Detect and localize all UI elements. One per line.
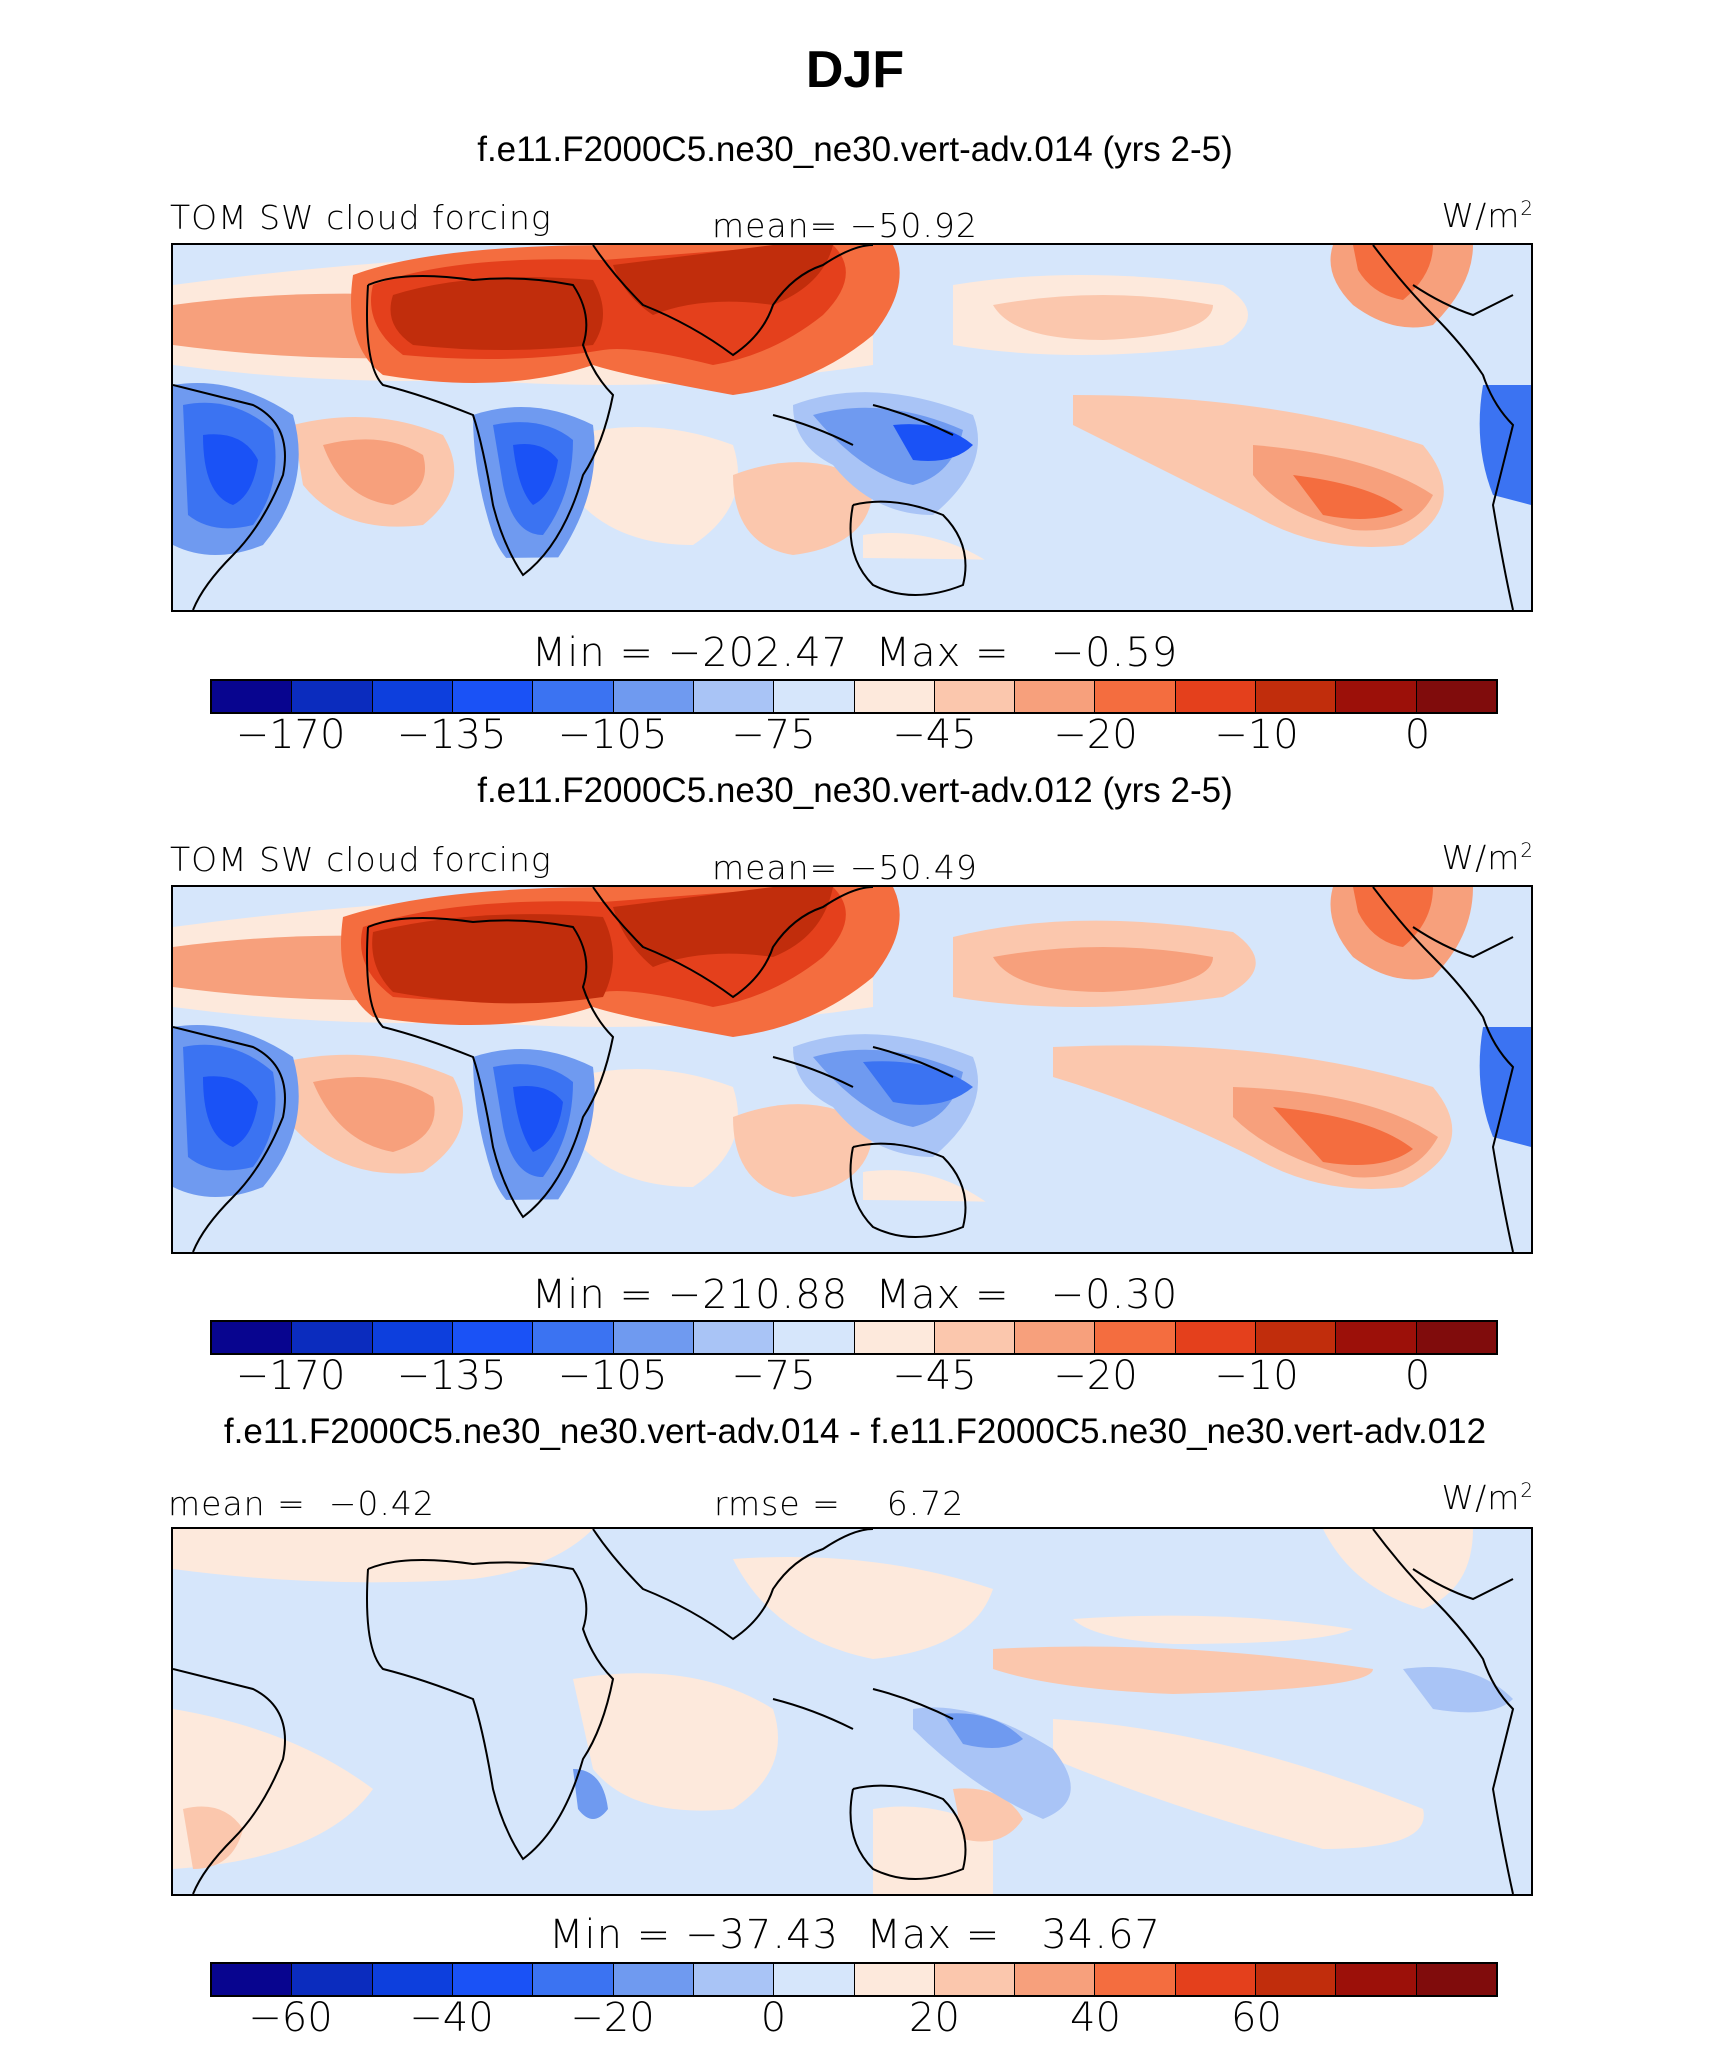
colorbar-swatch (1015, 1322, 1096, 1353)
colorbar-swatch (1175, 1322, 1257, 1353)
colorbar-swatch (372, 1322, 453, 1353)
colorbar-swatch (1336, 1322, 1417, 1353)
colorbar-swatch (854, 1322, 935, 1353)
colorbar-tick-label: −45 (892, 712, 977, 758)
figure-title: DJF (805, 41, 905, 99)
colorbar-swatch (1416, 1322, 1496, 1353)
colorbar-swatch (774, 1322, 855, 1353)
colorbar-tick-label: −45 (892, 1353, 977, 1399)
colorbar-swatch (372, 681, 453, 712)
colorbar-swatch (1256, 1322, 1337, 1353)
colorbar-swatch (934, 1964, 1016, 1995)
colorbar-tick-label: −40 (409, 1995, 494, 2041)
colorbar-tick-label: −105 (557, 1353, 668, 1399)
colorbar-tick-label: 0 (760, 1995, 787, 2041)
colorbar-tick-label: −20 (1053, 1353, 1138, 1399)
colorbar-swatch (693, 1322, 775, 1353)
panel2-case-title: f.e11.F2000C5.ne30_ne30.vert-adv.012 (yr… (477, 771, 1233, 810)
panel1-colorbar (210, 679, 1498, 714)
panel2-variable-label: TOM SW cloud forcing (170, 840, 552, 879)
colorbar-swatch (613, 681, 694, 712)
colorbar-tick-label: −75 (731, 712, 816, 758)
colorbar-swatch (613, 1964, 694, 1995)
colorbar-swatch (292, 1322, 373, 1353)
panel2-map (171, 885, 1533, 1254)
colorbar-swatch (1416, 1964, 1496, 1995)
panel1-units-label: W/m2 (1441, 196, 1534, 235)
colorbar-tick-label: −20 (570, 1995, 655, 2041)
colorbar-swatch (934, 1322, 1016, 1353)
panel2-mean-label: mean= −50.49 (712, 848, 978, 887)
colorbar-tick-label: −75 (731, 1353, 816, 1399)
colorbar-tick-label: −10 (1214, 1353, 1299, 1399)
panel3-rmse-label: rmse = 6.72 (714, 1484, 965, 1523)
colorbar-swatch (533, 681, 614, 712)
colorbar-swatch (1095, 1322, 1176, 1353)
panel3-map (171, 1527, 1533, 1896)
colorbar-swatch (292, 1964, 373, 1995)
colorbar-swatch (1015, 681, 1096, 712)
panel1-minmax: Min = −202.47 Max = −0.59 (531, 630, 1179, 676)
panel1-mean-label: mean= −50.92 (712, 206, 978, 245)
colorbar-swatch (1175, 1964, 1257, 1995)
colorbar-swatch (854, 1964, 935, 1995)
colorbar-tick-label: 60 (1231, 1995, 1282, 2041)
panel1-case-title: f.e11.F2000C5.ne30_ne30.vert-adv.014 (yr… (477, 130, 1233, 169)
panel1-map (171, 243, 1533, 612)
colorbar-swatch (1175, 681, 1257, 712)
colorbar-swatch (452, 1964, 534, 1995)
colorbar-swatch (212, 1964, 293, 1995)
panel2-minmax: Min = −210.88 Max = −0.30 (531, 1272, 1179, 1318)
colorbar-swatch (533, 1322, 614, 1353)
colorbar-tick-label: −170 (235, 712, 346, 758)
colorbar-swatch (1336, 1964, 1417, 1995)
panel1-variable-label: TOM SW cloud forcing (170, 198, 552, 237)
colorbar-swatch (1256, 681, 1337, 712)
colorbar-tick-label: −60 (248, 1995, 333, 2041)
colorbar-swatch (693, 681, 775, 712)
panel3-minmax: Min = −37.43 Max = 34.67 (549, 1912, 1161, 1958)
colorbar-tick-label: −10 (1214, 712, 1299, 758)
panel3-mean-label: mean = −0.42 (168, 1484, 435, 1523)
colorbar-swatch (854, 681, 935, 712)
colorbar-swatch (693, 1964, 775, 1995)
colorbar-swatch (774, 681, 855, 712)
panel2-colorbar (210, 1320, 1498, 1355)
colorbar-swatch (372, 1964, 453, 1995)
colorbar-tick-label: −135 (396, 712, 507, 758)
colorbar-swatch (774, 1964, 855, 1995)
panel3-case-title: f.e11.F2000C5.ne30_ne30.vert-adv.014 - f… (223, 1412, 1487, 1451)
colorbar-tick-label: −105 (557, 712, 668, 758)
colorbar-tick-label: −135 (396, 1353, 507, 1399)
colorbar-swatch (1095, 681, 1176, 712)
colorbar-tick-label: 0 (1404, 712, 1431, 758)
panel3-units-label: W/m2 (1441, 1478, 1534, 1517)
colorbar-swatch (1336, 681, 1417, 712)
colorbar-swatch (613, 1322, 694, 1353)
colorbar-swatch (452, 681, 534, 712)
colorbar-swatch (1015, 1964, 1096, 1995)
colorbar-swatch (934, 681, 1016, 712)
colorbar-tick-label: 40 (1070, 1995, 1121, 2041)
colorbar-tick-label: 0 (1404, 1353, 1431, 1399)
colorbar-tick-label: −170 (235, 1353, 346, 1399)
colorbar-swatch (212, 1322, 293, 1353)
panel3-colorbar (210, 1962, 1498, 1997)
colorbar-tick-label: 20 (909, 1995, 960, 2041)
panel2-units-label: W/m2 (1441, 838, 1534, 877)
colorbar-tick-label: −20 (1053, 712, 1138, 758)
colorbar-swatch (1256, 1964, 1337, 1995)
colorbar-swatch (533, 1964, 614, 1995)
colorbar-swatch (212, 681, 293, 712)
colorbar-swatch (452, 1322, 534, 1353)
colorbar-swatch (292, 681, 373, 712)
colorbar-swatch (1416, 681, 1496, 712)
colorbar-swatch (1095, 1964, 1176, 1995)
